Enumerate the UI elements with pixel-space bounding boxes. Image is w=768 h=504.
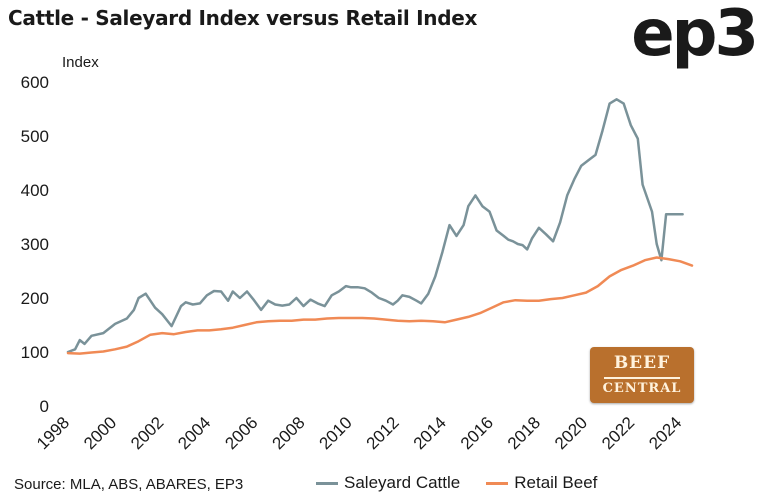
series-line-saleyard-cattle: [66, 98, 684, 354]
y-tick-label: 0: [40, 397, 49, 416]
x-tick-label: 2002: [127, 413, 167, 453]
x-tick-label: 2018: [504, 413, 544, 453]
x-tick-label: 2014: [410, 413, 450, 453]
x-tick-label: 2004: [174, 413, 214, 453]
y-tick-label: 300: [21, 235, 49, 254]
chart-title: Cattle - Saleyard Index versus Retail In…: [8, 6, 478, 30]
x-tick-labels: 1998 2000 2002 2004 2006 2008 2010 2012 2014 2016…: [33, 413, 685, 453]
y-axis-label: Index: [62, 54, 99, 71]
y-tick-label: 100: [21, 343, 49, 362]
legend-item-retail: Retail Beef: [486, 473, 597, 493]
x-tick-label: 2008: [268, 413, 308, 453]
legend-label-saleyard: Saleyard Cattle: [344, 473, 461, 492]
legend-label-retail: Retail Beef: [514, 473, 598, 492]
x-tick-label: 2020: [551, 413, 591, 453]
series-lines: [66, 98, 694, 355]
x-tick-label: 2022: [598, 413, 638, 453]
x-tick-label: 2016: [457, 413, 497, 453]
x-tick-label: 2000: [80, 413, 120, 453]
beef-central-badge: BEEF CENTRAL: [590, 347, 694, 403]
badge-beef-text: BEEF: [613, 353, 671, 373]
y-tick-label: 600: [21, 73, 49, 92]
x-tick-label: 1998: [33, 413, 73, 453]
y-tick-label: 500: [21, 127, 49, 146]
legend-swatch-retail: [486, 481, 509, 485]
series-line-retail-beef: [66, 256, 694, 355]
x-tick-label: 2012: [363, 413, 403, 453]
ep3-logo: ep3: [631, 0, 759, 71]
legend-item-saleyard: Saleyard Cattle: [316, 473, 460, 493]
badge-central-text: CENTRAL: [602, 381, 682, 396]
legend-swatch-saleyard: [316, 481, 338, 485]
legend: Saleyard Cattle Retail Beef: [316, 473, 597, 493]
x-tick-label: 2006: [221, 413, 261, 453]
source-note: Source: MLA, ABS, ABARES, EP3: [14, 476, 244, 493]
x-tick-label: 2024: [645, 413, 685, 453]
y-tick-labels: 0 100 200 300 400 500 600: [21, 73, 49, 416]
y-tick-label: 200: [21, 289, 49, 308]
y-tick-label: 400: [21, 181, 49, 200]
x-tick-label: 2010: [316, 413, 356, 453]
badge-divider: [604, 377, 680, 379]
